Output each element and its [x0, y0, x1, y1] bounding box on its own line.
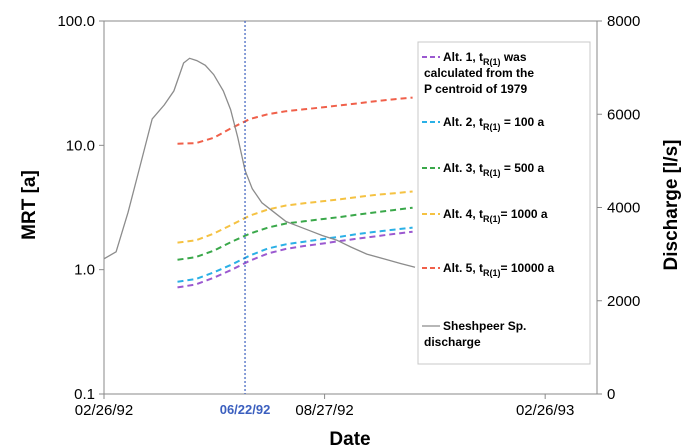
legend-label: Alt. 5, tR(1)= 10000 a	[443, 261, 555, 278]
series-line-3	[177, 206, 413, 261]
y-tick-label: 10.0	[66, 137, 95, 154]
legend-label: Alt. 3, tR(1) = 500 a	[443, 161, 545, 178]
series-layer	[103, 57, 416, 289]
x-tick-label: 02/26/92	[75, 402, 133, 419]
legend-label: discharge	[424, 335, 481, 349]
legend-label: calculated from the	[424, 66, 534, 80]
x-axis-title: Date	[329, 429, 370, 448]
y2-tick-label: 2000	[607, 293, 640, 310]
x-tick-label: 02/26/93	[516, 402, 574, 419]
y-axis-title: MRT [a]	[19, 170, 40, 240]
date-marker: 06/22/92	[220, 21, 271, 417]
series-line-1	[177, 230, 413, 289]
x-tick-label: 08/27/92	[295, 402, 353, 419]
legend-label: P centroid of 1979	[424, 82, 527, 96]
y-tick-label: 0.1	[74, 386, 95, 403]
y2-tick-label: 8000	[607, 13, 640, 30]
y-tick-label: 100.0	[57, 13, 95, 30]
series-line-6	[103, 57, 416, 268]
y2-tick-label: 6000	[607, 106, 640, 123]
y2-tick-label: 4000	[607, 200, 640, 217]
series-line-2	[177, 226, 413, 283]
axes: 0.1 1.0 10.0 100.0 0 2000 4000 6000 8000 02/26/92…	[57, 13, 640, 419]
y-tick-label: 1.0	[74, 262, 95, 279]
legend-label: Sheshpeer Sp.	[443, 319, 526, 333]
series-line-5	[177, 96, 413, 145]
legend-label: Alt. 2, tR(1) = 100 a	[443, 115, 545, 132]
legend-label: Alt. 4, tR(1)= 1000 a	[443, 207, 548, 224]
series-line-4	[177, 190, 413, 244]
y2-tick-label: 0	[607, 386, 615, 403]
y2-axis-title: Discharge [l/s]	[661, 140, 682, 271]
legend-box	[417, 41, 591, 365]
legend-label: Alt. 1, tR(1) was	[443, 50, 527, 67]
date-marker-label: 06/22/92	[220, 402, 271, 417]
